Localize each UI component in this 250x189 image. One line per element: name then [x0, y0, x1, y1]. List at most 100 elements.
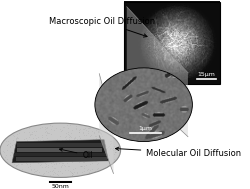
Point	[69, 135, 73, 138]
Point	[93, 160, 97, 163]
Point	[67, 136, 71, 139]
Point	[30, 161, 34, 164]
Point	[52, 129, 56, 132]
Point	[39, 159, 43, 162]
Polygon shape	[12, 140, 108, 163]
Point	[33, 141, 37, 144]
Point	[93, 134, 97, 137]
Point	[106, 146, 110, 149]
Point	[75, 138, 79, 141]
Point	[50, 153, 54, 156]
Point	[85, 150, 89, 153]
Point	[97, 136, 101, 139]
Point	[109, 147, 113, 150]
Point	[10, 138, 14, 141]
Point	[102, 139, 106, 143]
Point	[52, 167, 56, 170]
Point	[14, 150, 18, 153]
Point	[77, 164, 81, 167]
Point	[94, 159, 98, 162]
Point	[60, 157, 64, 160]
Point	[78, 147, 82, 150]
Point	[44, 163, 48, 166]
Point	[78, 160, 82, 163]
Point	[76, 134, 80, 137]
Point	[12, 157, 16, 160]
Point	[30, 157, 34, 160]
Point	[24, 144, 28, 147]
Point	[5, 143, 9, 146]
Point	[113, 151, 117, 154]
Point	[18, 148, 22, 151]
Point	[30, 132, 34, 135]
Point	[16, 137, 20, 140]
Point	[43, 142, 47, 145]
Point	[96, 130, 100, 133]
Point	[53, 172, 57, 175]
Point	[10, 143, 14, 146]
Point	[92, 132, 96, 135]
Point	[66, 127, 70, 130]
Point	[51, 169, 55, 172]
Point	[68, 135, 72, 138]
Point	[15, 143, 19, 146]
Point	[72, 171, 76, 174]
Point	[108, 142, 112, 145]
Point	[33, 169, 37, 172]
Point	[28, 157, 32, 160]
Point	[61, 159, 65, 162]
Point	[94, 148, 98, 151]
Point	[108, 147, 112, 150]
Point	[107, 143, 111, 146]
Point	[96, 150, 100, 153]
Point	[106, 144, 110, 147]
Point	[58, 127, 62, 130]
Point	[51, 160, 55, 163]
Point	[90, 144, 94, 147]
Point	[76, 150, 80, 153]
Point	[54, 143, 58, 146]
Point	[96, 129, 100, 132]
Point	[113, 151, 117, 154]
Point	[38, 163, 42, 166]
Point	[2, 150, 6, 153]
Point	[32, 130, 36, 133]
Point	[94, 145, 98, 148]
Point	[37, 163, 41, 166]
Point	[77, 152, 81, 155]
Point	[92, 142, 96, 145]
Point	[18, 156, 22, 159]
Point	[11, 134, 15, 137]
Point	[19, 141, 23, 144]
Point	[84, 164, 87, 167]
Polygon shape	[14, 153, 105, 156]
Point	[52, 148, 56, 151]
Point	[18, 151, 22, 154]
Point	[98, 132, 102, 135]
Point	[43, 130, 47, 133]
Point	[86, 148, 90, 151]
Polygon shape	[17, 143, 102, 147]
Point	[70, 140, 74, 143]
Point	[45, 131, 49, 134]
Point	[32, 155, 36, 158]
Point	[28, 164, 32, 167]
Point	[111, 148, 115, 151]
Point	[66, 133, 70, 136]
Point	[58, 142, 62, 145]
Point	[64, 156, 68, 159]
Point	[94, 136, 98, 139]
Point	[43, 128, 47, 131]
Point	[40, 134, 44, 137]
Point	[50, 164, 54, 167]
Point	[96, 153, 100, 156]
Point	[89, 162, 93, 165]
Point	[93, 158, 97, 161]
Point	[38, 127, 42, 130]
Point	[57, 148, 61, 151]
Point	[29, 133, 33, 136]
Point	[96, 149, 100, 152]
Point	[58, 160, 62, 163]
Point	[22, 155, 26, 158]
Point	[27, 146, 31, 149]
